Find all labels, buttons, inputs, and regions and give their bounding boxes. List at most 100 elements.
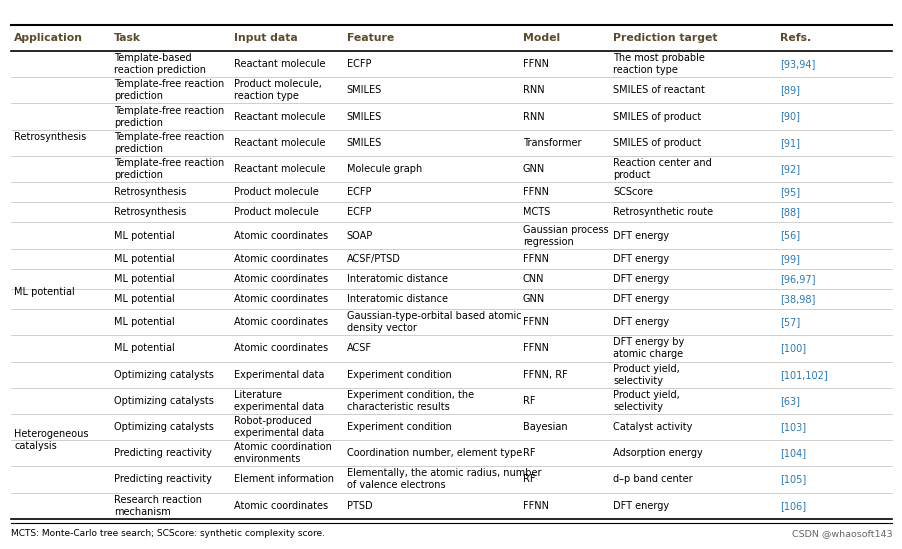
- Text: Coordination number, element type: Coordination number, element type: [346, 449, 521, 458]
- Text: Template-free reaction
prediction: Template-free reaction prediction: [114, 158, 224, 180]
- Text: Product yield,
selectivity: Product yield, selectivity: [612, 363, 679, 385]
- Text: RNN: RNN: [522, 111, 544, 121]
- Text: Gaussian-type-orbital based atomic
density vector: Gaussian-type-orbital based atomic densi…: [346, 311, 520, 333]
- Text: DFT energy by
atomic charge: DFT energy by atomic charge: [612, 338, 684, 360]
- Text: Interatomic distance: Interatomic distance: [346, 294, 447, 304]
- Text: MCTS: MCTS: [522, 208, 549, 217]
- Text: DFT energy: DFT energy: [612, 501, 668, 511]
- Text: ECFP: ECFP: [346, 208, 371, 217]
- Text: Product molecule: Product molecule: [234, 208, 318, 217]
- Text: RF: RF: [522, 474, 535, 484]
- Text: FFNN: FFNN: [522, 187, 548, 197]
- Text: SMILES: SMILES: [346, 111, 382, 121]
- Text: Interatomic distance: Interatomic distance: [346, 274, 447, 284]
- Text: [99]: [99]: [779, 254, 799, 264]
- Text: [104]: [104]: [779, 449, 805, 458]
- Text: SMILES of product: SMILES of product: [612, 138, 701, 148]
- Text: Reactant molecule: Reactant molecule: [234, 59, 325, 69]
- Text: [92]: [92]: [779, 164, 799, 174]
- Text: Molecule graph: Molecule graph: [346, 164, 421, 174]
- Text: [90]: [90]: [779, 111, 799, 121]
- Text: SMILES: SMILES: [346, 86, 382, 96]
- Text: Optimizing catalysts: Optimizing catalysts: [114, 369, 214, 380]
- Text: [57]: [57]: [779, 317, 799, 327]
- Text: Application: Application: [14, 33, 83, 43]
- Text: ML potential: ML potential: [114, 274, 174, 284]
- Text: The most probable
reaction type: The most probable reaction type: [612, 53, 704, 75]
- Text: SMILES of reactant: SMILES of reactant: [612, 86, 704, 96]
- Text: Atomic coordinates: Atomic coordinates: [234, 344, 327, 354]
- Text: DFT energy: DFT energy: [612, 231, 668, 240]
- Text: Optimizing catalysts: Optimizing catalysts: [114, 396, 214, 406]
- Text: Atomic coordinates: Atomic coordinates: [234, 254, 327, 264]
- Text: ML potential: ML potential: [114, 231, 174, 240]
- Text: Experimental data: Experimental data: [234, 369, 324, 380]
- Text: RF: RF: [522, 449, 535, 458]
- Text: Template-free reaction
prediction: Template-free reaction prediction: [114, 80, 224, 102]
- Text: Atomic coordination
environments: Atomic coordination environments: [234, 442, 331, 464]
- Text: GNN: GNN: [522, 294, 545, 304]
- Text: FFNN: FFNN: [522, 59, 548, 69]
- Text: Experiment condition: Experiment condition: [346, 369, 451, 380]
- Text: Template-free reaction
prediction: Template-free reaction prediction: [114, 105, 224, 127]
- Text: [93,94]: [93,94]: [779, 59, 815, 69]
- Text: [38,98]: [38,98]: [779, 294, 815, 304]
- Text: PTSD: PTSD: [346, 501, 372, 511]
- Text: ML potential: ML potential: [14, 287, 75, 297]
- Text: CNN: CNN: [522, 274, 544, 284]
- Text: SMILES of product: SMILES of product: [612, 111, 701, 121]
- Text: ECFP: ECFP: [346, 187, 371, 197]
- Text: Reaction center and
product: Reaction center and product: [612, 158, 711, 180]
- Text: Optimizing catalysts: Optimizing catalysts: [114, 422, 214, 432]
- Text: ML potential: ML potential: [114, 254, 174, 264]
- Text: DFT energy: DFT energy: [612, 254, 668, 264]
- Text: Atomic coordinates: Atomic coordinates: [234, 294, 327, 304]
- Text: Reactant molecule: Reactant molecule: [234, 138, 325, 148]
- Text: Bayesian: Bayesian: [522, 422, 566, 432]
- Text: Task: Task: [114, 33, 141, 43]
- Text: Gaussian process
regression: Gaussian process regression: [522, 225, 608, 247]
- Text: DFT energy: DFT energy: [612, 274, 668, 284]
- Text: [89]: [89]: [779, 86, 799, 96]
- Text: SOAP: SOAP: [346, 231, 373, 240]
- Text: DFT energy: DFT energy: [612, 317, 668, 327]
- Text: Literature
experimental data: Literature experimental data: [234, 390, 324, 412]
- Text: FFNN: FFNN: [522, 254, 548, 264]
- Text: Atomic coordinates: Atomic coordinates: [234, 501, 327, 511]
- Text: Prediction target: Prediction target: [612, 33, 717, 43]
- Text: ECFP: ECFP: [346, 59, 371, 69]
- Text: Product molecule: Product molecule: [234, 187, 318, 197]
- Text: Catalyst activity: Catalyst activity: [612, 422, 692, 432]
- Text: FFNN, RF: FFNN, RF: [522, 369, 567, 380]
- Text: ML potential: ML potential: [114, 344, 174, 354]
- Text: Input data: Input data: [234, 33, 298, 43]
- Text: MCTS: Monte-Carlo tree search; SCScore: synthetic complexity score.: MCTS: Monte-Carlo tree search; SCScore: …: [11, 529, 325, 537]
- Text: Element information: Element information: [234, 474, 334, 484]
- Text: Atomic coordinates: Atomic coordinates: [234, 274, 327, 284]
- Text: [101,102]: [101,102]: [779, 369, 827, 380]
- Text: d–p band center: d–p band center: [612, 474, 692, 484]
- Text: Heterogeneous
catalysis: Heterogeneous catalysis: [14, 429, 89, 451]
- Text: FFNN: FFNN: [522, 344, 548, 354]
- Text: RF: RF: [522, 396, 535, 406]
- Text: SCScore: SCScore: [612, 187, 652, 197]
- Text: Adsorption energy: Adsorption energy: [612, 449, 702, 458]
- Text: Refs.: Refs.: [779, 33, 811, 43]
- Text: Template-based
reaction prediction: Template-based reaction prediction: [114, 53, 206, 75]
- Text: ACSF: ACSF: [346, 344, 372, 354]
- Text: Predicting reactivity: Predicting reactivity: [114, 474, 211, 484]
- Text: [106]: [106]: [779, 501, 805, 511]
- Text: Product yield,
selectivity: Product yield, selectivity: [612, 390, 679, 412]
- Text: Experiment condition: Experiment condition: [346, 422, 451, 432]
- Text: ACSF/PTSD: ACSF/PTSD: [346, 254, 400, 264]
- Text: RNN: RNN: [522, 86, 544, 96]
- Text: [105]: [105]: [779, 474, 805, 484]
- Text: Reactant molecule: Reactant molecule: [234, 164, 325, 174]
- Text: CSDN @whaosoft143: CSDN @whaosoft143: [791, 529, 891, 537]
- Text: [96,97]: [96,97]: [779, 274, 815, 284]
- Text: [95]: [95]: [779, 187, 799, 197]
- Text: Model: Model: [522, 33, 559, 43]
- Text: [56]: [56]: [779, 231, 799, 240]
- Text: ML potential: ML potential: [114, 317, 174, 327]
- Text: Atomic coordinates: Atomic coordinates: [234, 317, 327, 327]
